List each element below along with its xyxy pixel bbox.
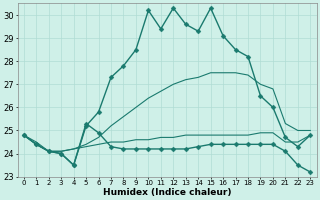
X-axis label: Humidex (Indice chaleur): Humidex (Indice chaleur) [103,188,231,197]
